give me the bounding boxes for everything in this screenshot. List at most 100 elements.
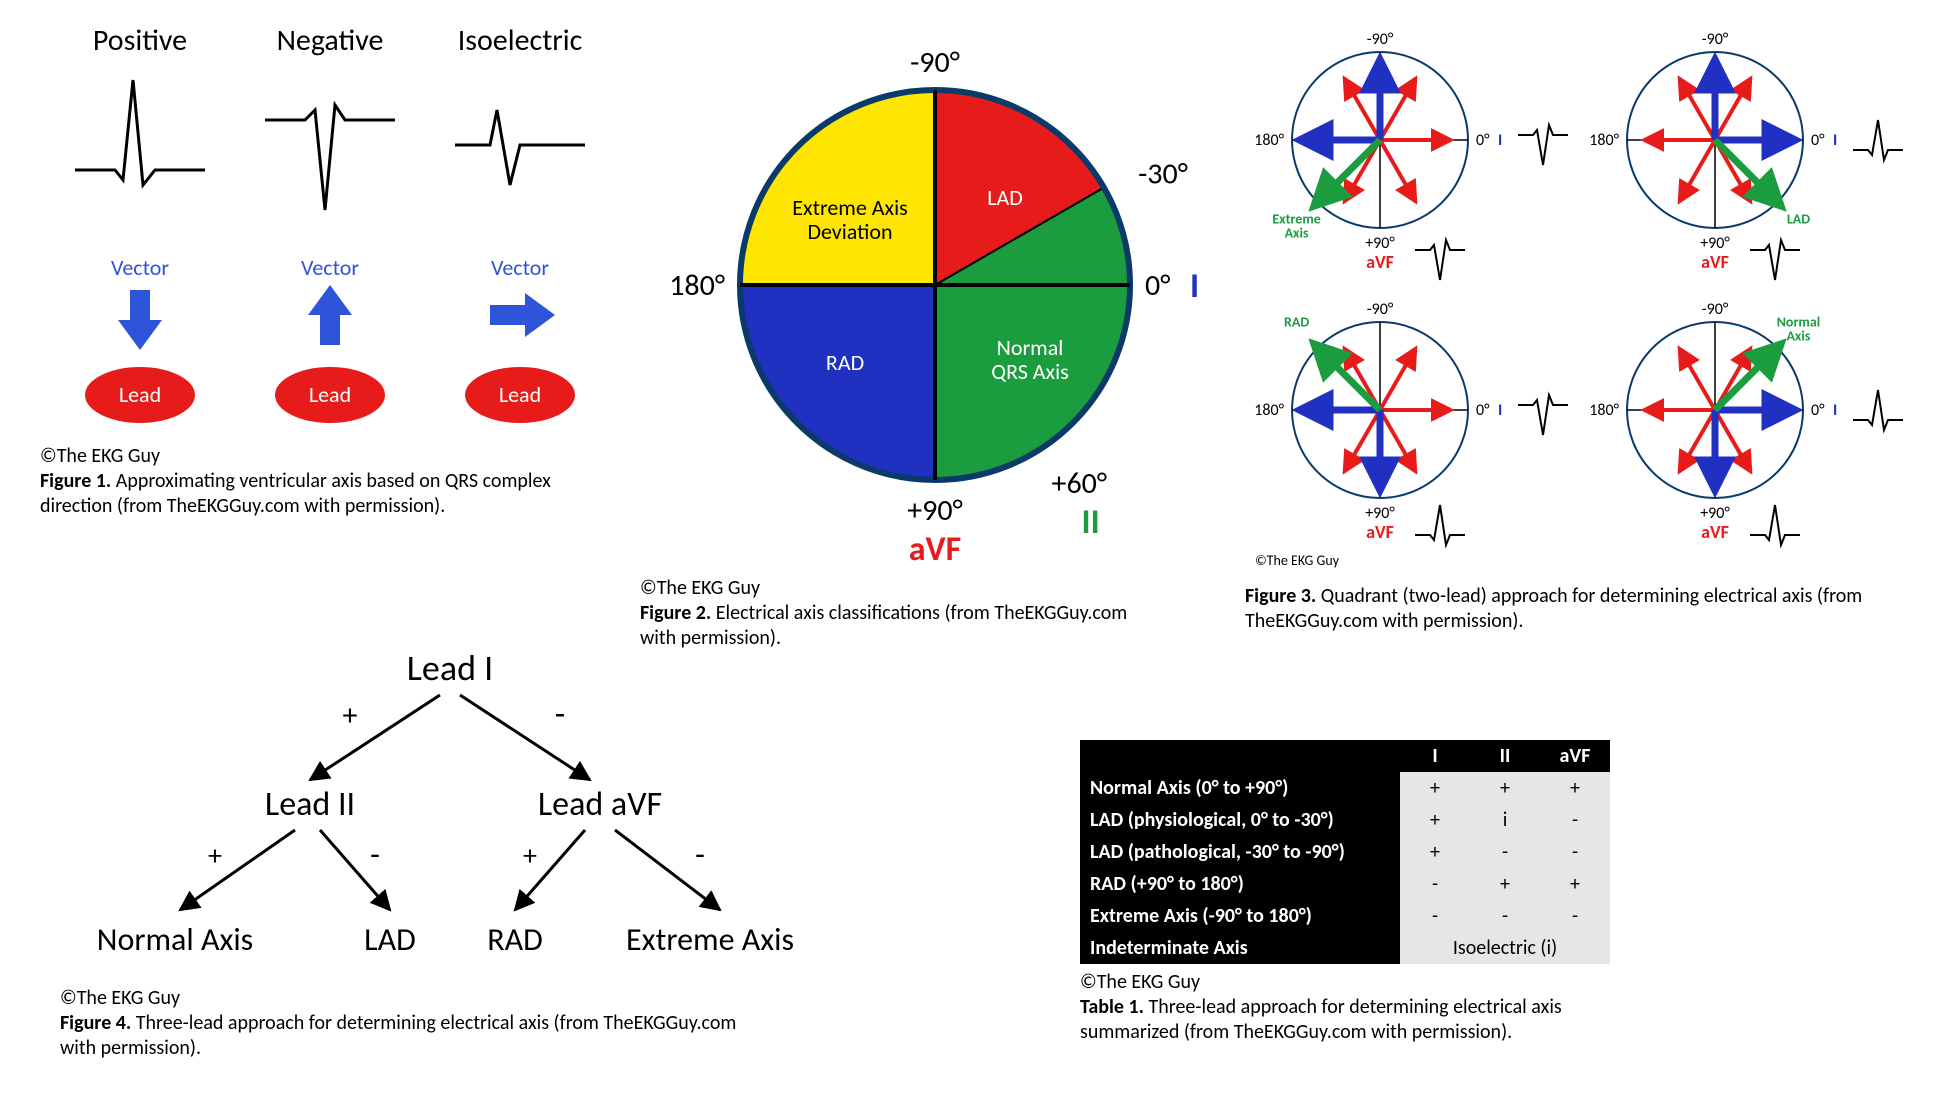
caption-text: Approximating ventricular axis based on … [40, 469, 551, 518]
svg-text:-: - [370, 835, 380, 874]
svg-text:LAD: LAD [1787, 210, 1810, 227]
table-header: II [1470, 740, 1540, 772]
table-cell: - [1400, 868, 1470, 900]
svg-text:-: - [555, 694, 565, 735]
svg-text:Isoelectric: Isoelectric [458, 22, 583, 59]
axis-table: IIIaVFNormal Axis (0° to +90°)+++LAD (ph… [1080, 740, 1610, 964]
figure-label: Figure 4. [60, 1011, 131, 1035]
svg-text:Axis: Axis [1285, 224, 1309, 241]
svg-text:aVF: aVF [1701, 251, 1729, 273]
svg-text:I: I [1498, 131, 1502, 150]
table-1-caption: ©The EKG Guy Table 1. Three-lead approac… [1080, 970, 1620, 1045]
svg-text:180°: 180° [1254, 401, 1284, 420]
table-header: aVF [1540, 740, 1610, 772]
svg-text:0°: 0° [1476, 131, 1490, 150]
figure-4: Lead I+-Lead IILead aVF+-+-Normal AxisLA… [60, 640, 840, 1061]
figure-3-svg: -90°+90°180°0°IaVFExtremeAxis-90°+90°180… [1245, 10, 1925, 580]
svg-text:LAD: LAD [987, 184, 1023, 211]
svg-text:Lead I: Lead I [407, 646, 493, 690]
svg-text:RAD: RAD [1284, 314, 1309, 331]
table-row-header: Extreme Axis (-90° to 180°) [1080, 900, 1400, 932]
svg-text:aVF: aVF [1366, 251, 1394, 273]
table-row-header: RAD (+90° to 180°) [1080, 868, 1400, 900]
figure-1-svg: PositiveVectorLeadNegativeVectorLeadIsoe… [40, 20, 620, 440]
table-cell: + [1400, 772, 1470, 804]
table-cell: + [1540, 868, 1610, 900]
figure-3: -90°+90°180°0°IaVFExtremeAxis-90°+90°180… [1245, 10, 1925, 634]
svg-text:RAD: RAD [826, 349, 864, 376]
table-row-header: Indeterminate Axis [1080, 932, 1400, 964]
table-header: I [1400, 740, 1470, 772]
svg-text:Normal: Normal [997, 334, 1064, 361]
table-row-header: Normal Axis (0° to +90°) [1080, 772, 1400, 804]
copyright-text: ©The EKG Guy [1080, 970, 1200, 994]
figure-label: Figure 2. [640, 601, 711, 625]
table-cell: - [1470, 900, 1540, 932]
table-cell: Isoelectric (i) [1400, 932, 1610, 964]
figure-1-caption: ©The EKG Guy Figure 1. Approximating ven… [40, 444, 600, 519]
table-cell: - [1540, 900, 1610, 932]
table-cell: + [1470, 772, 1540, 804]
svg-text:aVF: aVF [909, 529, 962, 570]
table-cell: - [1540, 804, 1610, 836]
svg-text:Lead: Lead [499, 381, 541, 408]
svg-text:0°: 0° [1811, 401, 1825, 420]
svg-text:Deviation: Deviation [807, 218, 892, 245]
table-cell: + [1540, 772, 1610, 804]
svg-text:Positive: Positive [93, 22, 187, 59]
caption-text: Three-lead approach for determining elec… [1080, 995, 1562, 1044]
table-cell: + [1470, 868, 1540, 900]
svg-text:II: II [1082, 502, 1100, 543]
svg-text:Extreme Axis: Extreme Axis [792, 194, 907, 221]
svg-text:aVF: aVF [1701, 521, 1729, 543]
figure-label: Figure 1. [40, 469, 111, 493]
svg-text:0°: 0° [1811, 131, 1825, 150]
svg-text:+60°: +60° [1052, 465, 1108, 502]
figure-2-svg: NormalQRS Axis LAD Extreme AxisDeviation RA… [640, 10, 1240, 570]
svg-text:LAD: LAD [364, 920, 416, 959]
svg-text:I: I [1833, 131, 1837, 150]
figure-1: PositiveVectorLeadNegativeVectorLeadIsoe… [40, 20, 620, 519]
svg-text:Lead: Lead [309, 381, 351, 408]
table-cell: - [1540, 836, 1610, 868]
svg-text:-90°: -90° [910, 44, 960, 81]
svg-text:+: + [523, 838, 537, 873]
figure-4-svg: Lead I+-Lead IILead aVF+-+-Normal AxisLA… [60, 640, 840, 980]
svg-text:Negative: Negative [277, 22, 384, 59]
figure-3-caption: Figure 3. Quadrant (two-lead) approach f… [1245, 584, 1905, 634]
svg-text:-30°: -30° [1138, 156, 1188, 193]
svg-text:Vector: Vector [111, 254, 169, 281]
svg-text:0°: 0° [1476, 401, 1490, 420]
table-cell: i [1470, 804, 1540, 836]
svg-text:QRS Axis: QRS Axis [991, 358, 1068, 385]
svg-text:Lead II: Lead II [265, 784, 355, 825]
table-cell: + [1400, 836, 1470, 868]
svg-text:RAD: RAD [487, 920, 543, 959]
table-cell: + [1400, 804, 1470, 836]
copyright-text: ©The EKG Guy [640, 576, 760, 600]
svg-text:+: + [343, 697, 358, 734]
copyright-text: ©The EKG Guy [60, 986, 180, 1010]
copyright-text: ©The EKG Guy [40, 444, 160, 468]
svg-text:-90°: -90° [1702, 30, 1729, 49]
figure-4-caption: ©The EKG Guy Figure 4. Three-lead approa… [60, 986, 760, 1061]
svg-text:I: I [1833, 401, 1837, 420]
svg-text:-90°: -90° [1367, 30, 1394, 49]
svg-text:Axis: Axis [1786, 328, 1810, 345]
svg-text:-: - [695, 835, 705, 874]
svg-text:aVF: aVF [1366, 521, 1394, 543]
figure-2: NormalQRS Axis LAD Extreme AxisDeviation RA… [640, 10, 1240, 651]
table-row-header: LAD (pathological, -30° to -90°) [1080, 836, 1400, 868]
svg-text:180°: 180° [1589, 401, 1619, 420]
svg-text:Lead: Lead [119, 381, 161, 408]
svg-text:180°: 180° [1254, 131, 1284, 150]
svg-text:+90°: +90° [907, 492, 963, 529]
svg-text:Extreme Axis: Extreme Axis [626, 920, 794, 959]
svg-text:180°: 180° [669, 267, 725, 304]
table-header [1080, 740, 1400, 772]
svg-text:I: I [1190, 266, 1199, 307]
table-label: Table 1. [1080, 995, 1144, 1019]
table-cell: - [1470, 836, 1540, 868]
svg-text:I: I [1498, 401, 1502, 420]
table-1: IIIaVFNormal Axis (0° to +90°)+++LAD (ph… [1080, 740, 1640, 1045]
